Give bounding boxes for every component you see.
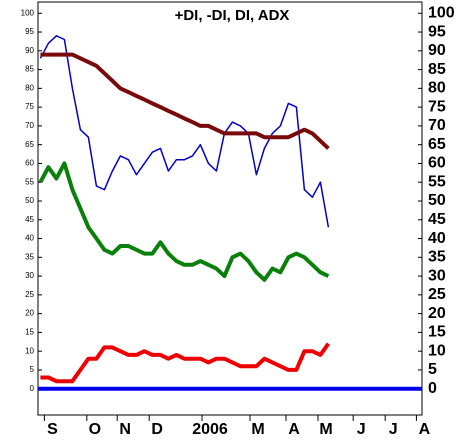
y2-tick-label: 80 <box>428 80 446 97</box>
y-tick-label: 95 <box>25 27 34 36</box>
y-tick-label: 20 <box>25 309 34 318</box>
y2-tick-label: 100 <box>428 4 455 21</box>
y-tick-label: 90 <box>25 46 34 55</box>
y-tick-label: 25 <box>25 290 34 299</box>
y-tick-label: 70 <box>25 121 34 130</box>
y-tick-label: 50 <box>25 196 34 205</box>
y2-tick-label: 20 <box>428 305 446 322</box>
y2-tick-label: 90 <box>428 42 446 59</box>
y2-tick-label: 50 <box>428 192 446 209</box>
x-tick-label: A <box>288 421 300 438</box>
y-tick-label: 0 <box>30 384 35 393</box>
y2-tick-label: 10 <box>428 342 446 359</box>
x-tick-label: O <box>89 421 101 438</box>
y2-tick-label: 55 <box>428 173 446 190</box>
series-line <box>38 161 330 282</box>
series-line <box>39 35 330 228</box>
x-tick-label: A <box>419 421 431 438</box>
y2-tick-label: 85 <box>428 61 446 78</box>
y2-tick-label: 25 <box>428 286 446 303</box>
x-tick-label: J <box>389 421 398 438</box>
y2-tick-label: 0 <box>428 380 437 397</box>
y2-tick-label: 35 <box>428 249 446 266</box>
series-line <box>40 342 331 384</box>
x-tick-label: M <box>319 421 332 438</box>
x-tick-label: M <box>251 421 264 438</box>
x-tick-label: S <box>47 421 58 438</box>
y2-tick-label: 40 <box>428 230 446 247</box>
y-tick-label: 5 <box>30 365 35 374</box>
y2-tick-label: 60 <box>428 155 446 172</box>
y2-tick-label: 65 <box>428 136 446 153</box>
y-tick-label: 75 <box>25 102 34 111</box>
y-tick-label: 100 <box>21 8 35 17</box>
y2-tick-label: 5 <box>428 361 437 378</box>
y-tick-label: 65 <box>25 140 34 149</box>
y-tick-label: 45 <box>25 215 34 224</box>
y-tick-label: 80 <box>25 83 34 92</box>
chart-title: +DI, -DI, DI, ADX <box>175 7 290 24</box>
series-line <box>40 52 330 150</box>
y-tick-label: 30 <box>25 271 34 280</box>
y2-tick-label: 15 <box>428 324 446 341</box>
x-tick-label: D <box>151 421 163 438</box>
y-tick-label: 15 <box>25 328 34 337</box>
y-tick-label: 35 <box>25 252 34 261</box>
y2-tick-label: 75 <box>428 98 446 115</box>
y2-tick-label: 45 <box>428 211 446 228</box>
x-tick-label: J <box>357 421 366 438</box>
y2-tick-label: 30 <box>428 267 446 284</box>
y-tick-label: 10 <box>25 346 34 355</box>
y-tick-label: 85 <box>25 65 34 74</box>
x-tick-label: N <box>119 421 131 438</box>
y-tick-label: 55 <box>25 177 34 186</box>
y-tick-label: 40 <box>25 234 34 243</box>
y2-tick-label: 70 <box>428 117 446 134</box>
x-tick-label: 2006 <box>192 421 228 438</box>
y-tick-label: 60 <box>25 159 34 168</box>
y2-tick-label: 95 <box>428 23 446 40</box>
